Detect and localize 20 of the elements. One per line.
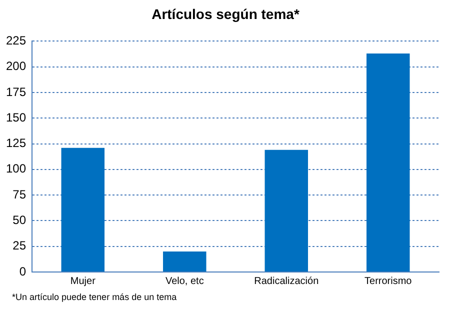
y-tick-label: 25: [12, 238, 26, 253]
y-tick-label: 225: [6, 34, 26, 48]
text: *Un artículo puede tener más de un tema: [12, 292, 177, 302]
x-tick-label: Mujer: [70, 276, 96, 287]
bar: [163, 251, 206, 272]
bar: [366, 54, 410, 272]
bar: [61, 148, 105, 272]
y-tick-label: 0: [19, 264, 26, 278]
chart-title: Artículos según tema*: [150, 6, 300, 22]
y-tick-label: 175: [6, 84, 26, 99]
x-tick-label: Velo, etc: [165, 276, 204, 287]
y-tick-label: 200: [6, 59, 26, 74]
x-tick-label: Terrorismo: [364, 276, 412, 287]
bar: [264, 150, 308, 272]
x-tick-label: Radicalización: [254, 276, 319, 287]
y-tick-label: 150: [6, 110, 26, 124]
y-tick-label: 100: [6, 162, 26, 176]
y-tick-label: 50: [12, 213, 26, 228]
y-tick-label: 125: [6, 136, 26, 150]
y-tick-label: 75: [12, 187, 26, 202]
